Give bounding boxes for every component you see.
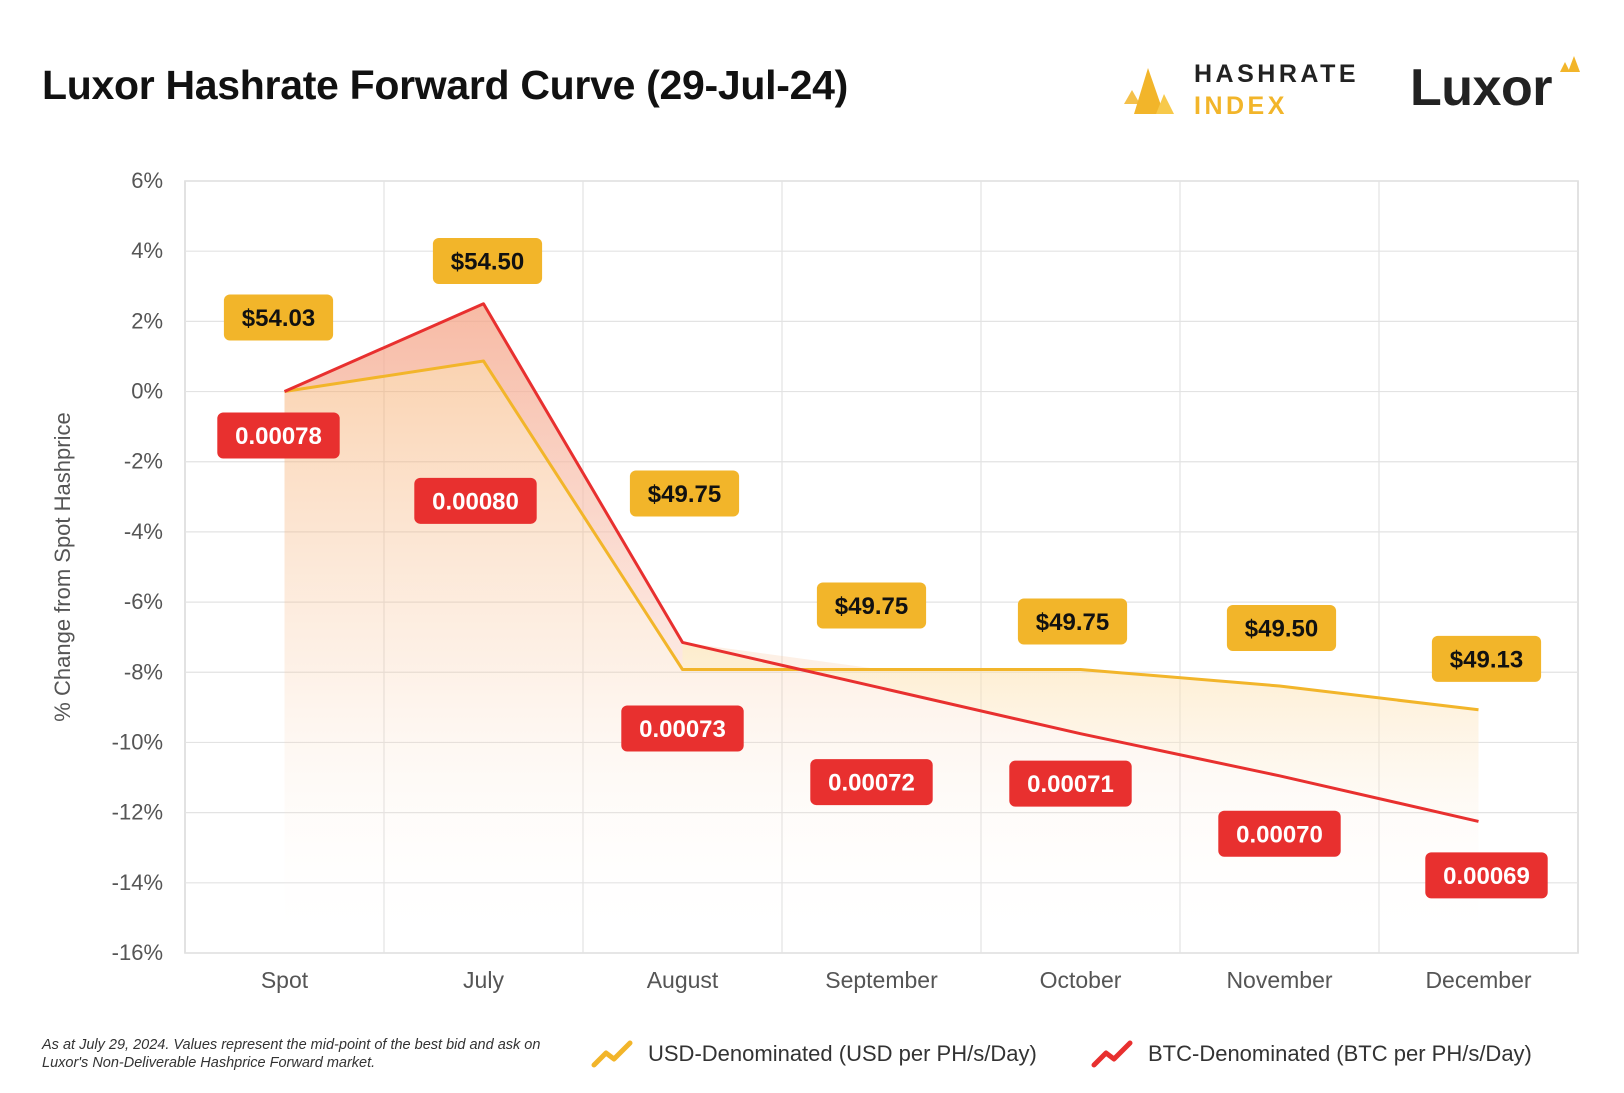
usd-data-label: $49.13 [1431,635,1542,682]
btc-data-label-text: 0.00071 [1027,771,1114,798]
y-tick-label: -10% [112,729,163,754]
usd-data-label-bg [1226,604,1337,651]
usd-data-label-bg [1431,635,1542,682]
series-lines [283,302,1479,823]
btc-data-label: 0.00072 [810,759,933,806]
btc-data-label: 0.00080 [414,477,537,524]
data-labels: $54.03 $54.50 $49.75 $49.75 $49.75 $49.50 $49.… [217,238,1548,899]
y-tick-label: -14% [112,870,163,895]
usd-data-label: $49.75 [1017,598,1128,645]
btc-data-label-bg [1425,852,1548,899]
hashrate-index-logo-icon [1124,68,1174,114]
y-tick-label: -6% [124,589,163,614]
btc-data-label-bg [1009,760,1132,807]
y-tick-label: 6% [131,168,163,193]
luxor-logo: Luxor [1410,52,1600,122]
usd-data-label-bg [432,238,543,285]
legend-item-btc: BTC-Denominated (BTC per PH/s/Day) [1090,1036,1532,1072]
usd-data-label: $49.75 [816,582,927,629]
btc-data-label-text: 0.00069 [1443,863,1530,890]
x-tick-label: August [647,967,719,993]
luxor-wordmark: Luxor [1410,59,1552,117]
usd-data-label-text: $49.75 [648,481,721,508]
usd-data-label: $54.50 [432,238,543,285]
btc-data-label-bg [621,705,744,752]
btc-data-label-text: 0.00073 [639,716,726,743]
btc-series-line [283,302,1479,823]
usd-data-label-text: $49.75 [1036,609,1109,636]
usd-data-label-text: $49.50 [1245,615,1318,642]
btc-data-label: 0.00073 [621,705,744,752]
area-fill-base [284,303,1479,953]
x-tick-label: November [1226,967,1332,993]
x-tick-label: Spot [261,967,309,993]
usd-data-label-bg [1017,598,1128,645]
legend-item-usd: USD-Denominated (USD per PH/s/Day) [590,1036,1037,1072]
y-tick-label: -2% [124,449,163,474]
btc-data-label: 0.00070 [1218,810,1341,857]
btc-data-label: 0.00071 [1009,760,1132,807]
footnote: As at July 29, 2024. Values represent th… [42,1037,541,1071]
btc-data-label-bg [1218,810,1341,857]
btc-data-label-text: 0.00080 [432,488,519,515]
usd-series-line [284,359,1479,712]
y-axis-label: % Change from Spot Hashprice [50,412,75,721]
btc-line-icon [1091,1040,1133,1068]
btc-data-label-text: 0.00070 [1236,821,1323,848]
usd-data-label-bg [816,582,927,629]
x-tick-label: July [463,967,504,993]
y-tick-label: -4% [124,519,163,544]
usd-data-label: $54.03 [223,294,334,341]
btc-data-label-bg [217,412,340,459]
btc-data-label: 0.00078 [217,412,340,459]
y-tick-label: -16% [112,940,163,965]
y-tick-label: -12% [112,800,163,825]
x-tick-label: September [825,967,938,993]
usd-data-label: $49.50 [1226,604,1337,651]
hashrate-index-logo: HASHRATE INDEX [1118,58,1368,128]
axes: 6% 4% 2% 0% -2% -4% -6% -8% -10% -12% -14% -16% Spot… [50,168,1532,993]
usd-data-label: $49.75 [629,470,740,517]
y-tick-label: 2% [131,308,163,333]
usd-data-label-text: $54.50 [451,249,524,276]
y-tick-label: -8% [124,659,163,684]
usd-line-icon [591,1040,633,1068]
legend-label-btc: BTC-Denominated (BTC per PH/s/Day) [1148,1041,1532,1066]
y-tick-label: 0% [131,379,163,404]
usd-data-label-bg [223,294,334,341]
legend-label-usd: USD-Denominated (USD per PH/s/Day) [648,1041,1037,1066]
btc-data-label-bg [810,759,933,806]
y-tick-label: 4% [131,238,163,263]
usd-data-label-bg [629,470,740,517]
btc-data-label-text: 0.00072 [828,770,915,797]
btc-data-label-bg [414,477,537,524]
usd-data-label-text: $54.03 [242,305,315,332]
chart-title: Luxor Hashrate Forward Curve (29-Jul-24) [42,62,848,108]
btc-data-label-text: 0.00078 [235,423,322,450]
usd-data-label-text: $49.13 [1450,646,1523,673]
hashrate-index-wordmark-top: HASHRATE [1194,60,1360,88]
luxor-logo-icon [1560,56,1580,72]
x-tick-label: October [1040,967,1122,993]
btc-data-label: 0.00069 [1425,852,1548,899]
usd-data-label-text: $49.75 [835,593,908,620]
x-tick-label: December [1425,967,1531,993]
hashrate-index-wordmark-bottom: INDEX [1194,92,1288,120]
